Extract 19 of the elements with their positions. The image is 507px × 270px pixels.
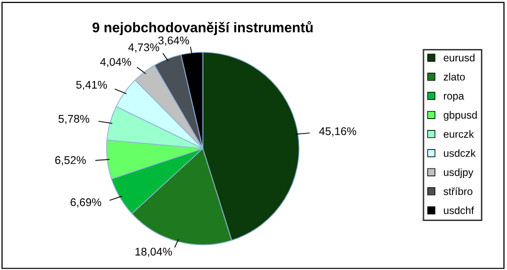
- legend-label: eurczk: [444, 130, 474, 138]
- data-label: 6,69%: [70, 198, 102, 208]
- legend-label: ropa: [444, 94, 464, 102]
- legend-label: zlato: [444, 72, 465, 81]
- legend-label: usdchf: [444, 206, 474, 214]
- data-label: 3,64%: [158, 36, 190, 46]
- data-label: 18,04%: [136, 248, 172, 257]
- data-label: 5,78%: [58, 114, 90, 124]
- legend-label: stříbro: [444, 187, 472, 196]
- data-label: 5,41%: [76, 80, 107, 90]
- data-label: 4,73%: [128, 43, 160, 53]
- legend-label: gbpusd: [444, 111, 477, 121]
- data-label: 45,16%: [319, 127, 356, 136]
- legend-label: usdczk: [444, 149, 476, 157]
- legend-label: usdjpy: [444, 168, 474, 178]
- data-label: 4,04%: [100, 58, 132, 68]
- chart-title: 9 nejobchodovanější instrumentů: [92, 21, 313, 36]
- data-label: 6,52%: [55, 156, 86, 166]
- legend-label: eurusd: [444, 54, 474, 62]
